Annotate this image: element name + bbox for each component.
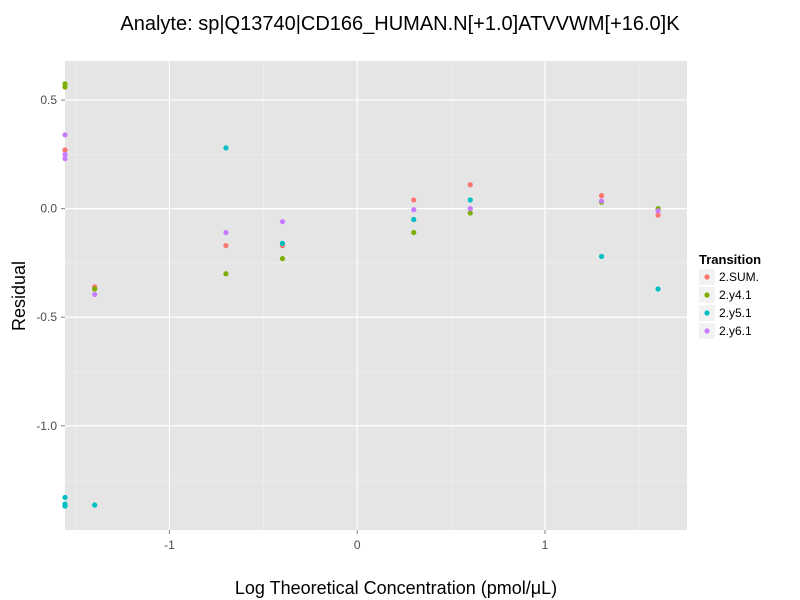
data-point-2-sum <box>223 242 229 249</box>
major-gridlines <box>65 61 687 530</box>
data-point-2-y5-1 <box>411 216 417 223</box>
data-point-2-y5-1 <box>62 503 68 509</box>
x-axis-label: Log Theoretical Concentration (pmol/μL) <box>235 578 557 598</box>
data-point-2-y6-1 <box>411 207 417 213</box>
legend-label-2-y6-1: 2.y6.1 <box>719 324 752 338</box>
y-axis-label: Residual <box>9 261 29 331</box>
data-point-2-y4-1 <box>92 286 98 292</box>
y-axis-ticks: 0.5 0.0 -0.5 -1.0 <box>36 93 65 433</box>
data-point-2-y5-1 <box>467 197 473 203</box>
data-point-2-y5-1 <box>655 286 661 292</box>
data-point-2-y4-1 <box>411 229 417 236</box>
minor-gridlines <box>65 61 687 530</box>
x-tick-label: 1 <box>542 538 549 552</box>
chart-title: Analyte: sp|Q13740|CD166_HUMAN.N[+1.0]AT… <box>120 13 680 35</box>
data-point-2-y5-1 <box>62 494 68 501</box>
x-tick-label: 0 <box>354 538 361 552</box>
y-tick-label: 0.5 <box>40 93 57 107</box>
data-point-2-y4-1 <box>223 271 229 277</box>
data-point-2-sum <box>411 197 417 203</box>
x-tick-label: -1 <box>164 538 175 552</box>
data-point-2-y5-1 <box>223 145 229 151</box>
data-point-2-y6-1 <box>279 219 286 225</box>
data-point-2-y6-1 <box>62 151 68 157</box>
data-point-2-sum <box>467 182 473 188</box>
data-point-2-y6-1 <box>598 198 605 204</box>
plot-panel <box>65 61 687 530</box>
data-point-2-y5-1 <box>92 502 98 508</box>
legend-title: Transition <box>699 252 761 267</box>
y-tick-label: 0.0 <box>40 202 57 216</box>
data-point-2-y6-1 <box>223 229 229 236</box>
data-point-2-y6-1 <box>467 206 473 212</box>
legend-key-2-y6-1 <box>704 328 710 334</box>
data-point-2-y4-1 <box>467 210 473 216</box>
data-point-2-y6-1 <box>62 132 68 138</box>
data-point-2-y5-1 <box>279 240 286 246</box>
legend-label-2-sum: 2.SUM. <box>719 270 759 284</box>
data-point-2-sum <box>62 147 68 153</box>
legend: Transition 2.SUM. 2.y4.1 2.y5.1 2.y6.1 <box>699 252 761 339</box>
legend-key-2-y5-1 <box>704 310 710 316</box>
legend-key-2-y4-1 <box>704 292 710 298</box>
data-points <box>62 81 661 509</box>
data-point-2-y4-1 <box>62 81 68 87</box>
legend-label-2-y4-1: 2.y4.1 <box>719 288 752 302</box>
x-axis-ticks: -1 0 1 <box>164 530 549 552</box>
data-point-2-y4-1 <box>279 255 286 262</box>
data-point-2-y5-1 <box>598 253 605 260</box>
legend-label-2-y5-1: 2.y5.1 <box>719 306 752 320</box>
y-tick-label: -0.5 <box>36 310 57 324</box>
y-tick-label: -1.0 <box>36 419 57 433</box>
data-point-2-sum <box>655 212 661 218</box>
data-point-2-y6-1 <box>92 291 98 298</box>
legend-key-2-sum <box>704 274 710 280</box>
data-point-2-sum <box>598 193 605 199</box>
data-point-2-y6-1 <box>62 156 68 162</box>
data-point-2-y6-1 <box>655 208 661 214</box>
